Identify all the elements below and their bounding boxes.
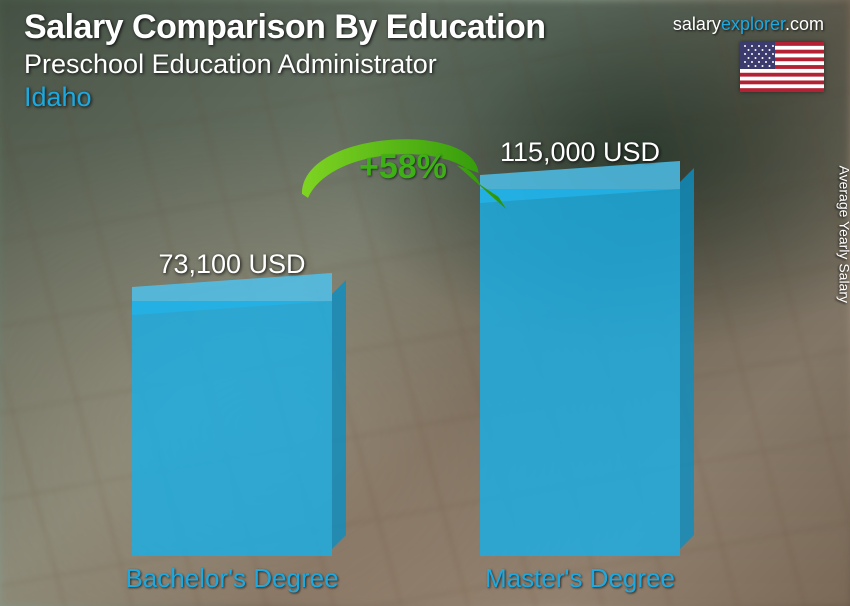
y-axis-label: Average Yearly Salary [836, 166, 850, 304]
bar-label-bachelors: Bachelor's Degree [125, 563, 338, 594]
page-subtitle: Preschool Education Administrator [24, 49, 826, 80]
page-location: Idaho [24, 82, 826, 113]
bar-masters: 115,000 USD [480, 189, 680, 556]
brand-mid: explorer [721, 14, 785, 34]
us-flag-icon [740, 42, 824, 92]
bar-bachelors: 73,100 USD [132, 301, 332, 556]
brand-suffix: .com [785, 14, 824, 34]
bar-value-bachelors: 73,100 USD [158, 249, 305, 280]
bar-label-masters: Master's Degree [485, 563, 675, 594]
brand-prefix: salary [673, 14, 721, 34]
bar-value-masters: 115,000 USD [500, 137, 660, 168]
percent-increase-label: +58% [359, 148, 447, 187]
brand-logo-text: salaryexplorer.com [673, 14, 824, 35]
